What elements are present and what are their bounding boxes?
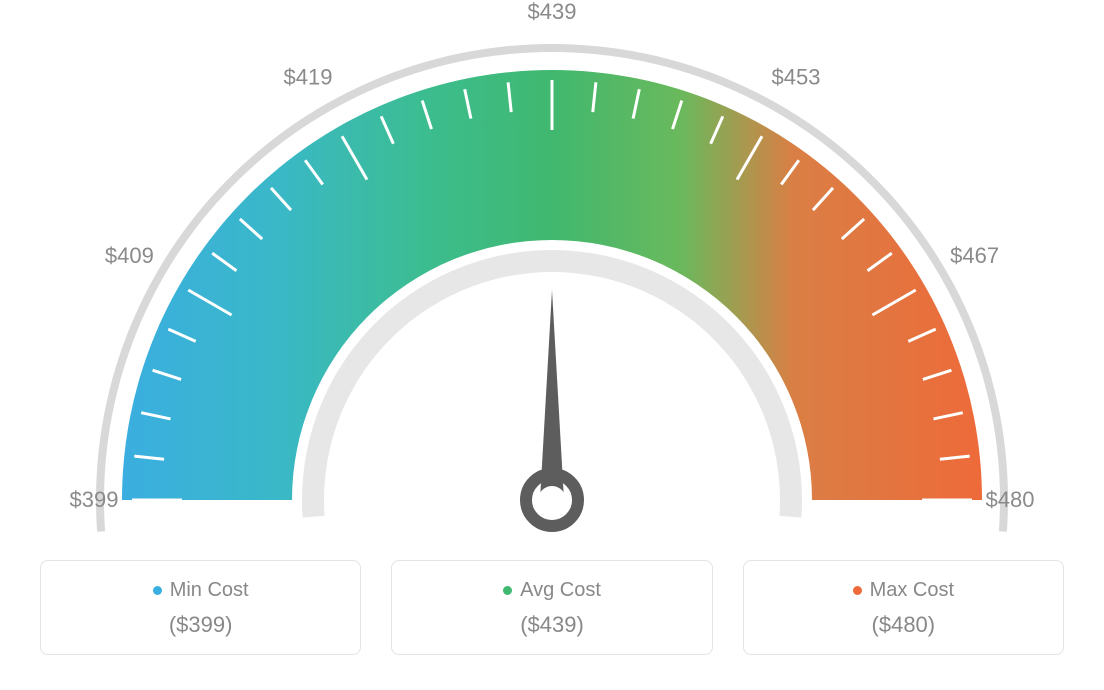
legend-row: Min Cost ($399) Avg Cost ($439) Max Cost… — [0, 560, 1104, 655]
needle-hub-inner — [538, 486, 566, 514]
gauge-svg: $399 $409 $419 $439 $453 $467 $480 — [0, 0, 1104, 560]
tick-label: $439 — [528, 0, 577, 24]
tick-label: $409 — [105, 243, 154, 268]
legend-card-avg: Avg Cost ($439) — [391, 560, 712, 655]
legend-label-max: Max Cost — [870, 579, 954, 601]
legend-title-max: Max Cost — [754, 579, 1053, 602]
legend-label-avg: Avg Cost — [520, 579, 601, 601]
tick-label: $467 — [950, 243, 999, 268]
legend-title-min: Min Cost — [51, 579, 350, 602]
gauge-chart: $399 $409 $419 $439 $453 $467 $480 — [0, 0, 1104, 560]
legend-label-min: Min Cost — [170, 579, 249, 601]
tick-label: $419 — [284, 64, 333, 89]
tick-label: $453 — [772, 64, 821, 89]
legend-title-avg: Avg Cost — [402, 579, 701, 602]
tick-label: $399 — [70, 487, 119, 512]
legend-value-avg: ($439) — [402, 612, 701, 638]
legend-value-min: ($399) — [51, 612, 350, 638]
dot-icon — [503, 586, 512, 595]
legend-card-min: Min Cost ($399) — [40, 560, 361, 655]
legend-card-max: Max Cost ($480) — [743, 560, 1064, 655]
dot-icon — [153, 586, 162, 595]
tick-label: $480 — [986, 487, 1035, 512]
legend-value-max: ($480) — [754, 612, 1053, 638]
dot-icon — [853, 586, 862, 595]
